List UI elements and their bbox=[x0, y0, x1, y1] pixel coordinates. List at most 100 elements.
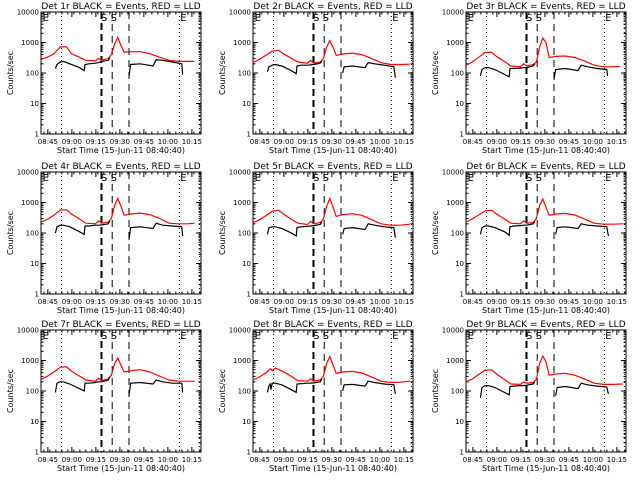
y-tick-label: 1000 bbox=[446, 357, 464, 365]
y-tick-label: 1 bbox=[460, 449, 464, 457]
detector-panel-4: Det 4r BLACK = Events, RED = LLD 1 10 100 10… bbox=[6, 162, 202, 315]
x-axis-label: Start Time (15-Jun-11 08:40:40) bbox=[57, 306, 185, 315]
x-tick-label: 09:15 bbox=[511, 138, 531, 146]
marker-S: S bbox=[323, 173, 329, 184]
x-tick-label: 10:00 bbox=[158, 138, 178, 146]
x-tick-label: 10:15 bbox=[182, 298, 202, 306]
detector-panel-1: Det 1r BLACK = Events, RED = LLD 1 10 100 10… bbox=[6, 2, 202, 155]
y-axis-label: Counts/sec bbox=[431, 369, 440, 413]
x-axis-label: Start Time (15-Jun-11 08:40:40) bbox=[57, 464, 185, 473]
plot-frame bbox=[40, 11, 202, 135]
y-tick-label: 10000 bbox=[442, 327, 464, 335]
y-tick-label: 1 bbox=[247, 131, 251, 139]
series-events-line bbox=[266, 221, 396, 238]
y-tick-label: 10 bbox=[242, 100, 251, 108]
plot-frame bbox=[465, 329, 627, 453]
plot-frame bbox=[252, 329, 414, 453]
x-tick-label: 09:45 bbox=[134, 456, 154, 464]
marker-S: S bbox=[536, 173, 542, 184]
x-tick-label: 10:00 bbox=[370, 456, 390, 464]
marker-E: E bbox=[43, 13, 49, 24]
x-tick-label: 10:15 bbox=[607, 298, 627, 306]
panel-title: Det 2r BLACK = Events, RED = LLD bbox=[253, 2, 412, 12]
x-tick-label: 08:45 bbox=[38, 298, 58, 306]
x-tick-label: 09:30 bbox=[535, 456, 555, 464]
y-axis-label: Counts/sec bbox=[6, 369, 15, 413]
series-lld-line bbox=[252, 354, 410, 384]
detector-panel-3: Det 3r BLACK = Events, RED = LLD 1 10 100 10… bbox=[431, 2, 627, 155]
x-tick-label: 09:00 bbox=[62, 298, 82, 306]
marker-S: S bbox=[536, 13, 542, 24]
plot-frame bbox=[40, 329, 202, 453]
y-tick-label: 10 bbox=[455, 100, 464, 108]
marker-S: S bbox=[526, 13, 532, 24]
x-axis-label: Start Time (15-Jun-11 08:40:40) bbox=[269, 306, 397, 315]
marker-S: S bbox=[526, 331, 532, 342]
marker-E: E bbox=[180, 13, 186, 24]
y-tick-label: 1000 bbox=[233, 199, 251, 207]
x-tick-label: 09:45 bbox=[559, 138, 579, 146]
marker-S: S bbox=[101, 13, 107, 24]
x-tick-label: 10:15 bbox=[182, 456, 202, 464]
y-tick-label: 10 bbox=[242, 260, 251, 268]
y-axis-label: Counts/sec bbox=[6, 211, 15, 255]
series-lld-line bbox=[465, 197, 623, 225]
y-tick-label: 10 bbox=[455, 418, 464, 426]
x-tick-label: 09:30 bbox=[535, 138, 555, 146]
y-tick-label: 1 bbox=[247, 449, 251, 457]
y-tick-label: 10000 bbox=[17, 9, 39, 17]
series-events-line bbox=[54, 376, 184, 396]
x-tick-label: 09:45 bbox=[134, 298, 154, 306]
x-tick-label: 09:30 bbox=[110, 138, 130, 146]
y-axis-label: Counts/sec bbox=[431, 51, 440, 95]
series-lld-line bbox=[252, 39, 410, 66]
x-tick-label: 09:30 bbox=[322, 138, 342, 146]
x-tick-label: 09:15 bbox=[86, 298, 106, 306]
marker-E: E bbox=[255, 173, 261, 184]
x-tick-label: 10:00 bbox=[158, 298, 178, 306]
plot-frame bbox=[252, 171, 414, 295]
y-tick-label: 10000 bbox=[229, 9, 251, 17]
detector-panel-7: Det 7r BLACK = Events, RED = LLD 1 10 100 10… bbox=[6, 320, 202, 473]
panel-title: Det 6r BLACK = Events, RED = LLD bbox=[466, 162, 625, 172]
marker-S: S bbox=[313, 331, 319, 342]
series-lld-line bbox=[40, 356, 195, 382]
x-axis-label: Start Time (15-Jun-11 08:40:40) bbox=[482, 306, 610, 315]
y-tick-label: 1000 bbox=[446, 199, 464, 207]
plot-frame bbox=[465, 171, 627, 295]
y-tick-label: 1000 bbox=[21, 39, 39, 47]
x-tick-label: 09:30 bbox=[535, 298, 555, 306]
panel-title: Det 4r BLACK = Events, RED = LLD bbox=[41, 162, 200, 172]
marker-E: E bbox=[468, 13, 474, 24]
x-axis-label: Start Time (15-Jun-11 08:40:40) bbox=[482, 146, 610, 155]
marker-E: E bbox=[468, 331, 474, 342]
marker-E: E bbox=[43, 331, 49, 342]
plot-frame bbox=[40, 171, 202, 295]
x-tick-label: 08:45 bbox=[38, 456, 58, 464]
y-axis-label: Counts/sec bbox=[6, 51, 15, 95]
x-tick-label: 08:45 bbox=[250, 298, 270, 306]
y-axis-label: Counts/sec bbox=[218, 369, 227, 413]
y-tick-label: 1000 bbox=[21, 357, 39, 365]
marker-E: E bbox=[392, 173, 398, 184]
marker-E: E bbox=[605, 331, 611, 342]
x-tick-label: 08:45 bbox=[463, 298, 483, 306]
x-axis-label: Start Time (15-Jun-11 08:40:40) bbox=[269, 464, 397, 473]
panel-title: Det 1r BLACK = Events, RED = LLD bbox=[41, 2, 200, 12]
y-tick-label: 1 bbox=[35, 291, 39, 299]
x-axis-label: Start Time (15-Jun-11 08:40:40) bbox=[57, 146, 185, 155]
x-tick-label: 09:00 bbox=[487, 456, 507, 464]
y-tick-label: 100 bbox=[26, 230, 39, 238]
y-tick-label: 10000 bbox=[229, 169, 251, 177]
x-tick-label: 09:00 bbox=[62, 138, 82, 146]
x-tick-label: 08:45 bbox=[250, 138, 270, 146]
marker-E: E bbox=[468, 173, 474, 184]
x-axis-label: Start Time (15-Jun-11 08:40:40) bbox=[269, 146, 397, 155]
x-tick-label: 10:15 bbox=[394, 456, 414, 464]
marker-S: S bbox=[111, 331, 117, 342]
x-tick-label: 09:45 bbox=[559, 456, 579, 464]
panel-title: Det 3r BLACK = Events, RED = LLD bbox=[466, 2, 625, 12]
x-tick-label: 10:00 bbox=[158, 456, 178, 464]
y-tick-label: 1 bbox=[460, 291, 464, 299]
